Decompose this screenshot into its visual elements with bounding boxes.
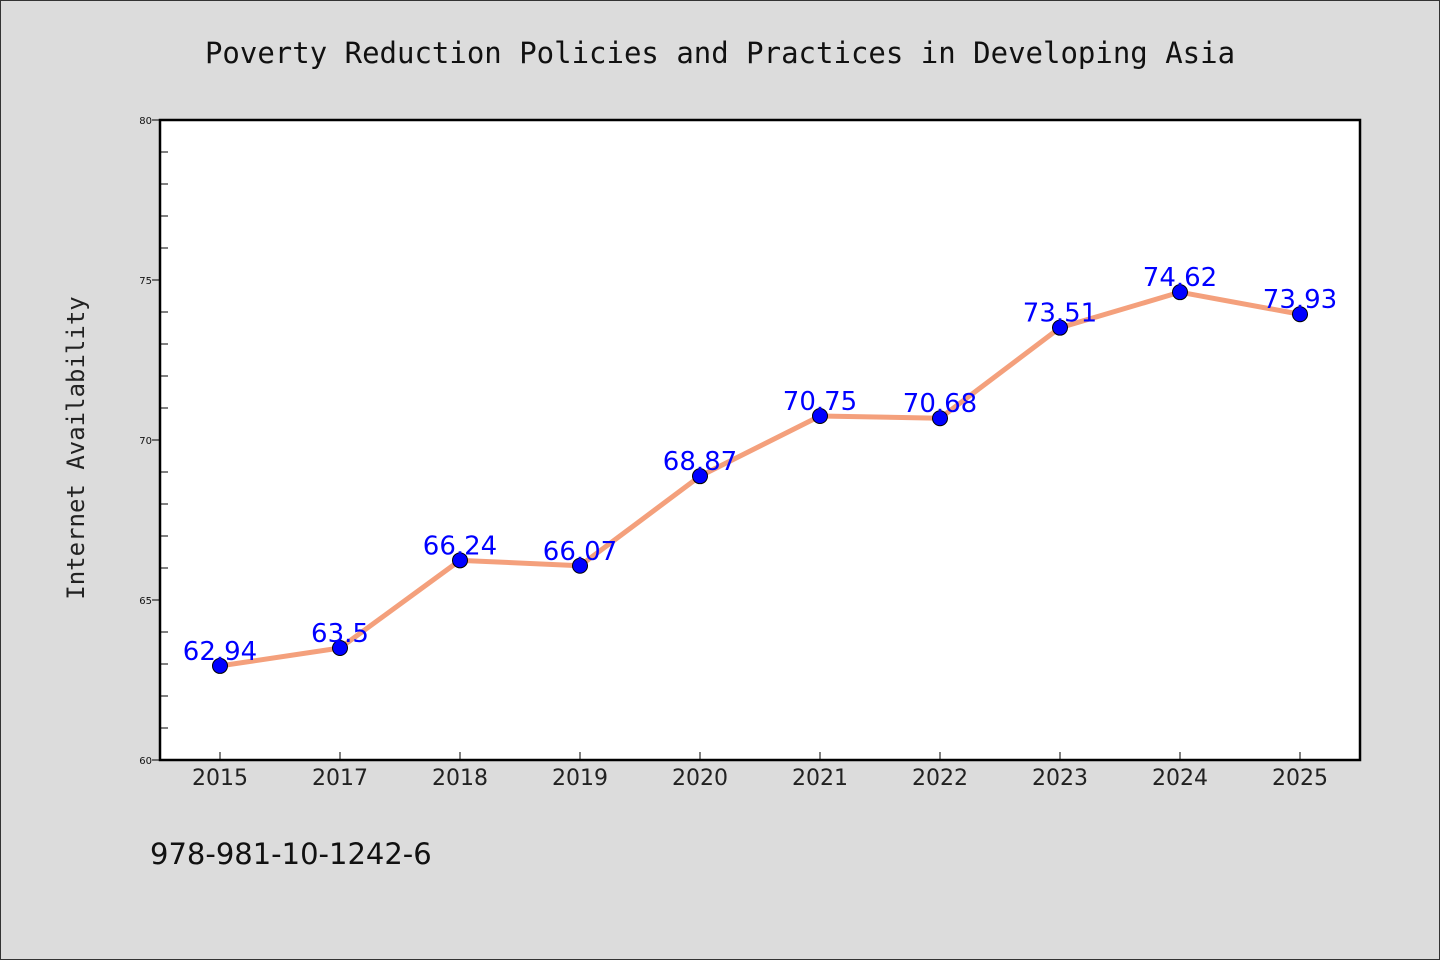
y-axis-label: Internet Availability [62, 296, 90, 599]
data-label-2015: 62.94 [183, 637, 257, 667]
data-point-2017 [332, 640, 348, 656]
data-label-2018: 66.24 [423, 531, 497, 561]
y-tick-label: 80 [139, 116, 152, 127]
x-axis-ticks: 2015 2017 2018 2019 2020 2021 2022 2023 2024 2025 [192, 752, 1328, 791]
x-tick-label: 2017 [312, 766, 368, 791]
data-label-2024: 74.62 [1143, 263, 1217, 293]
y-tick-label: 70 [139, 436, 152, 447]
data-label-2022: 70.68 [903, 389, 977, 419]
isbn-annotation: 978-981-10-1242-6 [150, 837, 432, 871]
data-point-2024 [1172, 284, 1188, 301]
data-label-2017: 63.5 [311, 619, 369, 649]
data-point-2019 [572, 557, 588, 574]
x-tick-label: 2023 [1032, 766, 1088, 791]
x-tick-label: 2022 [912, 766, 968, 791]
y-axis-ticks: 60 65 70 75 80 [139, 116, 168, 767]
x-tick-label: 2024 [1152, 766, 1208, 791]
series-line [217, 289, 1303, 669]
data-label-2025: 73.93 [1263, 285, 1337, 315]
data-point-2021 [812, 408, 828, 424]
x-tick-label: 2020 [672, 766, 728, 791]
chart-title: Poverty Reduction Policies and Practices… [205, 36, 1235, 70]
data-point-2020 [692, 468, 708, 485]
data-label-2023: 73.51 [1023, 299, 1097, 329]
data-label-2020: 68.87 [663, 447, 737, 477]
series-group [212, 284, 1308, 674]
x-tick-label: 2018 [432, 766, 488, 791]
y-tick-label: 60 [139, 756, 152, 767]
x-tick-label: 2015 [192, 766, 248, 791]
x-tick-label: 2019 [552, 766, 608, 791]
data-labels-group: 62.94 63.5 66.24 66.07 68.87 70.75 70.68 73.51 7… [183, 263, 1337, 667]
y-tick-label: 75 [139, 276, 152, 287]
data-point-2023 [1052, 319, 1068, 336]
y-tick-label: 65 [139, 596, 152, 607]
x-tick-label: 2021 [792, 766, 848, 791]
data-label-2019: 66.07 [543, 537, 617, 567]
plot-area [158, 118, 1362, 762]
data-label-2021: 70.75 [783, 387, 857, 417]
data-point-2015 [212, 657, 228, 674]
data-point-2018 [452, 552, 468, 569]
data-point-2022 [932, 410, 948, 427]
x-tick-label: 2025 [1272, 766, 1328, 791]
data-point-2025 [1292, 306, 1308, 323]
